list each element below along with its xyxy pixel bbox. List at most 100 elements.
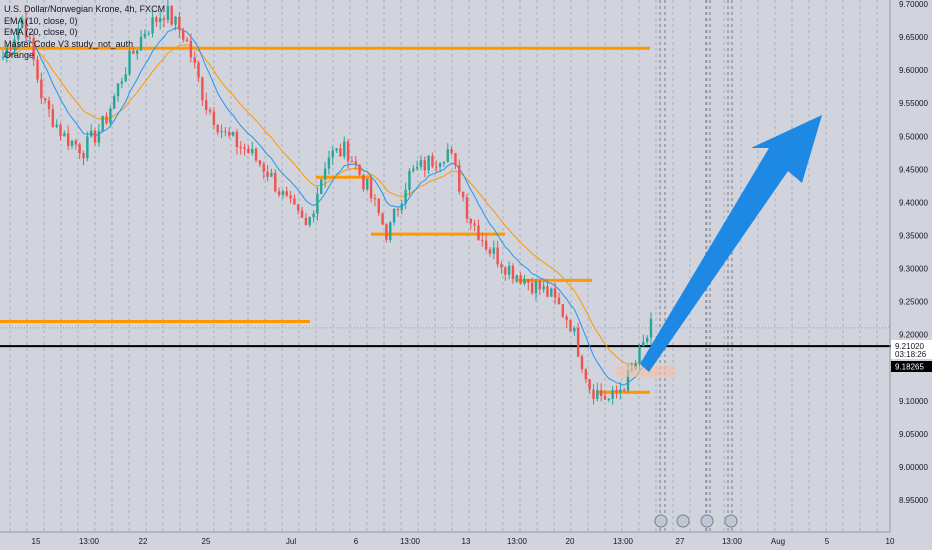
candle-body [619, 389, 622, 393]
candle-body [66, 133, 70, 146]
candle-body [304, 217, 308, 225]
candle-body [281, 191, 285, 195]
chart-legend: U.S. Dollar/Norwegian Krone, 4h, FXCM EM… [4, 4, 165, 62]
candle-body [266, 171, 269, 177]
candle-body [205, 100, 208, 110]
candle-body [36, 59, 39, 80]
candle-body [534, 280, 538, 294]
candle-body [431, 155, 434, 167]
price-tick: 9.25000 [899, 298, 928, 307]
level-price-tag: 9.18265 [891, 361, 932, 372]
time-tick: 5 [825, 537, 830, 546]
candle-body [28, 37, 32, 39]
candle-body [638, 346, 641, 364]
price-tick: 9.00000 [899, 463, 928, 472]
candle-body [527, 278, 530, 283]
entry-zone-box [616, 366, 675, 377]
candle-body [86, 136, 89, 159]
candle-body [224, 131, 227, 133]
time-tick: 6 [354, 537, 359, 546]
candle-body [120, 81, 124, 84]
candle-body [339, 148, 342, 157]
candle-body [251, 148, 254, 154]
candle-body [358, 164, 361, 175]
candle-body [362, 174, 365, 190]
candle-body [473, 223, 476, 226]
candle-body [124, 74, 127, 82]
candle-body [500, 264, 503, 268]
candle-body [55, 124, 58, 127]
candle-body [408, 170, 411, 190]
candle-body [105, 116, 108, 124]
candle-body [423, 160, 426, 171]
candle-body [109, 108, 112, 124]
candle-body [239, 147, 242, 149]
legend-indicator: Master Code V3 study_not_auth [4, 38, 134, 49]
bullish-arrow [640, 115, 822, 372]
time-tick: 27 [676, 537, 685, 546]
candle-body [450, 149, 453, 154]
candle-body [258, 160, 262, 165]
candle-body [396, 208, 400, 211]
candle-body [297, 204, 300, 211]
candle-body [185, 39, 189, 41]
candle-body [634, 363, 637, 369]
candle-body [212, 111, 216, 126]
time-tick: 13:00 [613, 537, 634, 546]
candle-body [320, 179, 323, 195]
candle-body [89, 130, 93, 137]
candle-body [469, 218, 472, 224]
candle-body [17, 27, 20, 40]
horizontal-levels [0, 46, 932, 394]
candle-body [438, 163, 442, 167]
candle-body [477, 225, 480, 241]
time-tick: 13:00 [507, 537, 528, 546]
countdown-label: 03:18:26 [895, 350, 927, 359]
candle-body [538, 280, 542, 290]
candle-body [515, 275, 518, 280]
candle-body [603, 395, 607, 400]
candle-body [569, 319, 572, 332]
time-tick: 13:00 [722, 537, 743, 546]
candle-body [151, 17, 154, 34]
candle-body [442, 161, 446, 164]
candle-body [381, 213, 384, 225]
candle-body [285, 191, 288, 196]
candle-body [235, 132, 239, 148]
event-flags [654, 514, 738, 528]
time-tick: 13:00 [79, 537, 100, 546]
time-tick: 13 [462, 537, 471, 546]
legend-symbol: U.S. Dollar/Norwegian Krone, 4h, FXCM [4, 4, 166, 14]
candle-body [343, 141, 346, 157]
candle-body [588, 379, 591, 390]
candle-body [308, 217, 311, 225]
price-tick: 9.45000 [899, 165, 928, 174]
candle-body [435, 166, 438, 168]
time-axis[interactable]: 15 13:00 22 25 Jul 6 13:00 13 13:00 20 13:00 27 13:0… [32, 537, 895, 546]
time-tick: 13:00 [400, 537, 421, 546]
candle-body [642, 342, 645, 347]
candle-body [193, 57, 196, 63]
candle-body [312, 213, 315, 218]
price-tick: 9.30000 [899, 265, 928, 274]
price-tick: 9.05000 [899, 430, 928, 439]
candle-body [576, 327, 580, 357]
candle-body [507, 265, 511, 275]
time-tick: 25 [202, 537, 211, 546]
candle-body [247, 148, 250, 154]
price-axis[interactable]: 9.70000 9.65000 9.60000 9.55000 9.50000 9.450… [899, 0, 928, 505]
candle-body [182, 29, 185, 40]
candle-body [565, 316, 568, 320]
candle-body [93, 130, 97, 143]
candle-body [189, 40, 193, 58]
candle-body [392, 208, 396, 223]
candles [1, 0, 653, 405]
price-tick: 9.35000 [899, 231, 928, 240]
price-tick: 9.10000 [899, 397, 928, 406]
candle-body [5, 48, 9, 58]
candle-body [254, 148, 258, 161]
candle-body [446, 149, 449, 162]
time-tick: Aug [771, 537, 785, 546]
candle-body [366, 178, 369, 190]
